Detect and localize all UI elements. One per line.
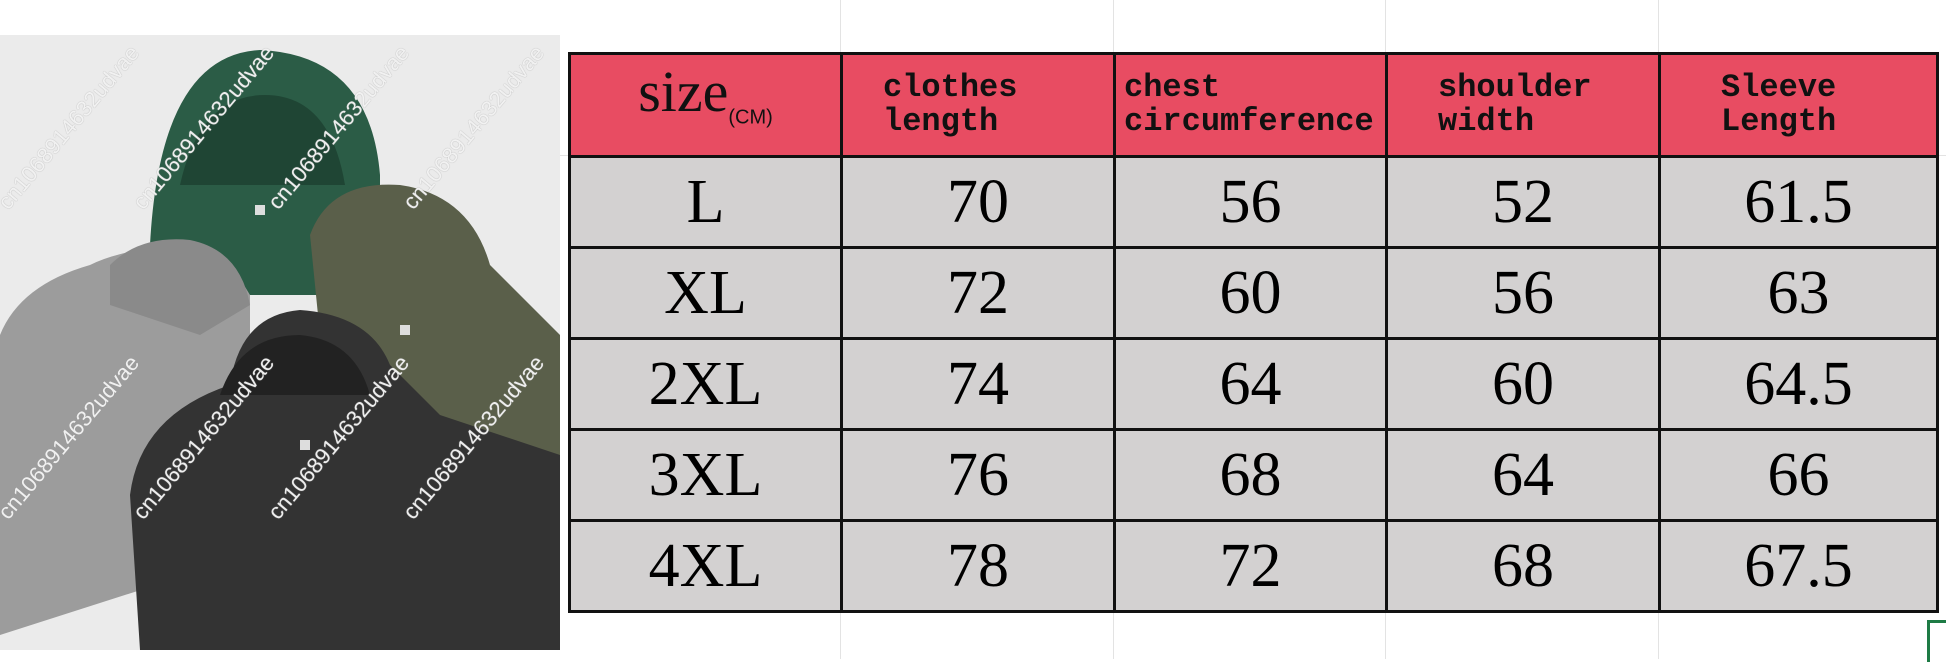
header-row: size(CM) clothes length chest circumfere… (568, 52, 1939, 158)
measurement-cell: 63 (1658, 246, 1939, 340)
header-text: chest circumference (1124, 69, 1374, 140)
table-row: L 70 56 52 61.5 (568, 155, 1939, 249)
table-row: 3XL 76 68 64 66 (568, 428, 1939, 522)
header-clothes-length: clothes length (840, 52, 1116, 158)
measurement-cell: 64 (1113, 337, 1388, 431)
product-photo-hoodies (0, 35, 560, 650)
size-cell: 4XL (568, 519, 843, 613)
measurement-cell: 68 (1385, 519, 1661, 613)
measurement-cell: 60 (1385, 337, 1661, 431)
measurement-cell: 78 (840, 519, 1116, 613)
size-cell: XL (568, 246, 843, 340)
measurement-cell: 66 (1658, 428, 1939, 522)
measurement-cell: 68 (1113, 428, 1388, 522)
measurement-cell: 74 (840, 337, 1116, 431)
table-row: XL 72 60 56 63 (568, 246, 1939, 340)
measurement-cell: 67.5 (1658, 519, 1939, 613)
header-text: clothes length (883, 69, 1018, 140)
header-text: Sleeve Length (1721, 69, 1837, 140)
table-row: 2XL 74 64 60 64.5 (568, 337, 1939, 431)
measurement-cell: 64.5 (1658, 337, 1939, 431)
header-sleeve-length: Sleeve Length (1658, 52, 1939, 158)
measurement-cell: 52 (1385, 155, 1661, 249)
size-cell: 3XL (568, 428, 843, 522)
measurement-cell: 56 (1385, 246, 1661, 340)
size-label: size (638, 59, 729, 125)
measurement-cell: 61.5 (1658, 155, 1939, 249)
measurement-cell: 72 (840, 246, 1116, 340)
measurement-cell: 70 (840, 155, 1116, 249)
measurement-cell: 64 (1385, 428, 1661, 522)
header-text: shoulder width (1438, 69, 1592, 140)
measurement-cell: 76 (840, 428, 1116, 522)
measurement-cell: 72 (1113, 519, 1388, 613)
header-chest-circumference: chest circumference (1113, 52, 1388, 158)
measurement-cell: 56 (1113, 155, 1388, 249)
header-shoulder-width: shoulder width (1385, 52, 1661, 158)
header-size: size(CM) (568, 52, 843, 158)
size-chart-table: size(CM) clothes length chest circumfere… (568, 52, 1939, 613)
table-row: 4XL 78 72 68 67.5 (568, 519, 1939, 613)
size-cell: 2XL (568, 337, 843, 431)
size-unit: (CM) (728, 106, 773, 129)
cell-selection-indicator (1927, 620, 1946, 662)
measurement-cell: 60 (1113, 246, 1388, 340)
size-cell: L (568, 155, 843, 249)
